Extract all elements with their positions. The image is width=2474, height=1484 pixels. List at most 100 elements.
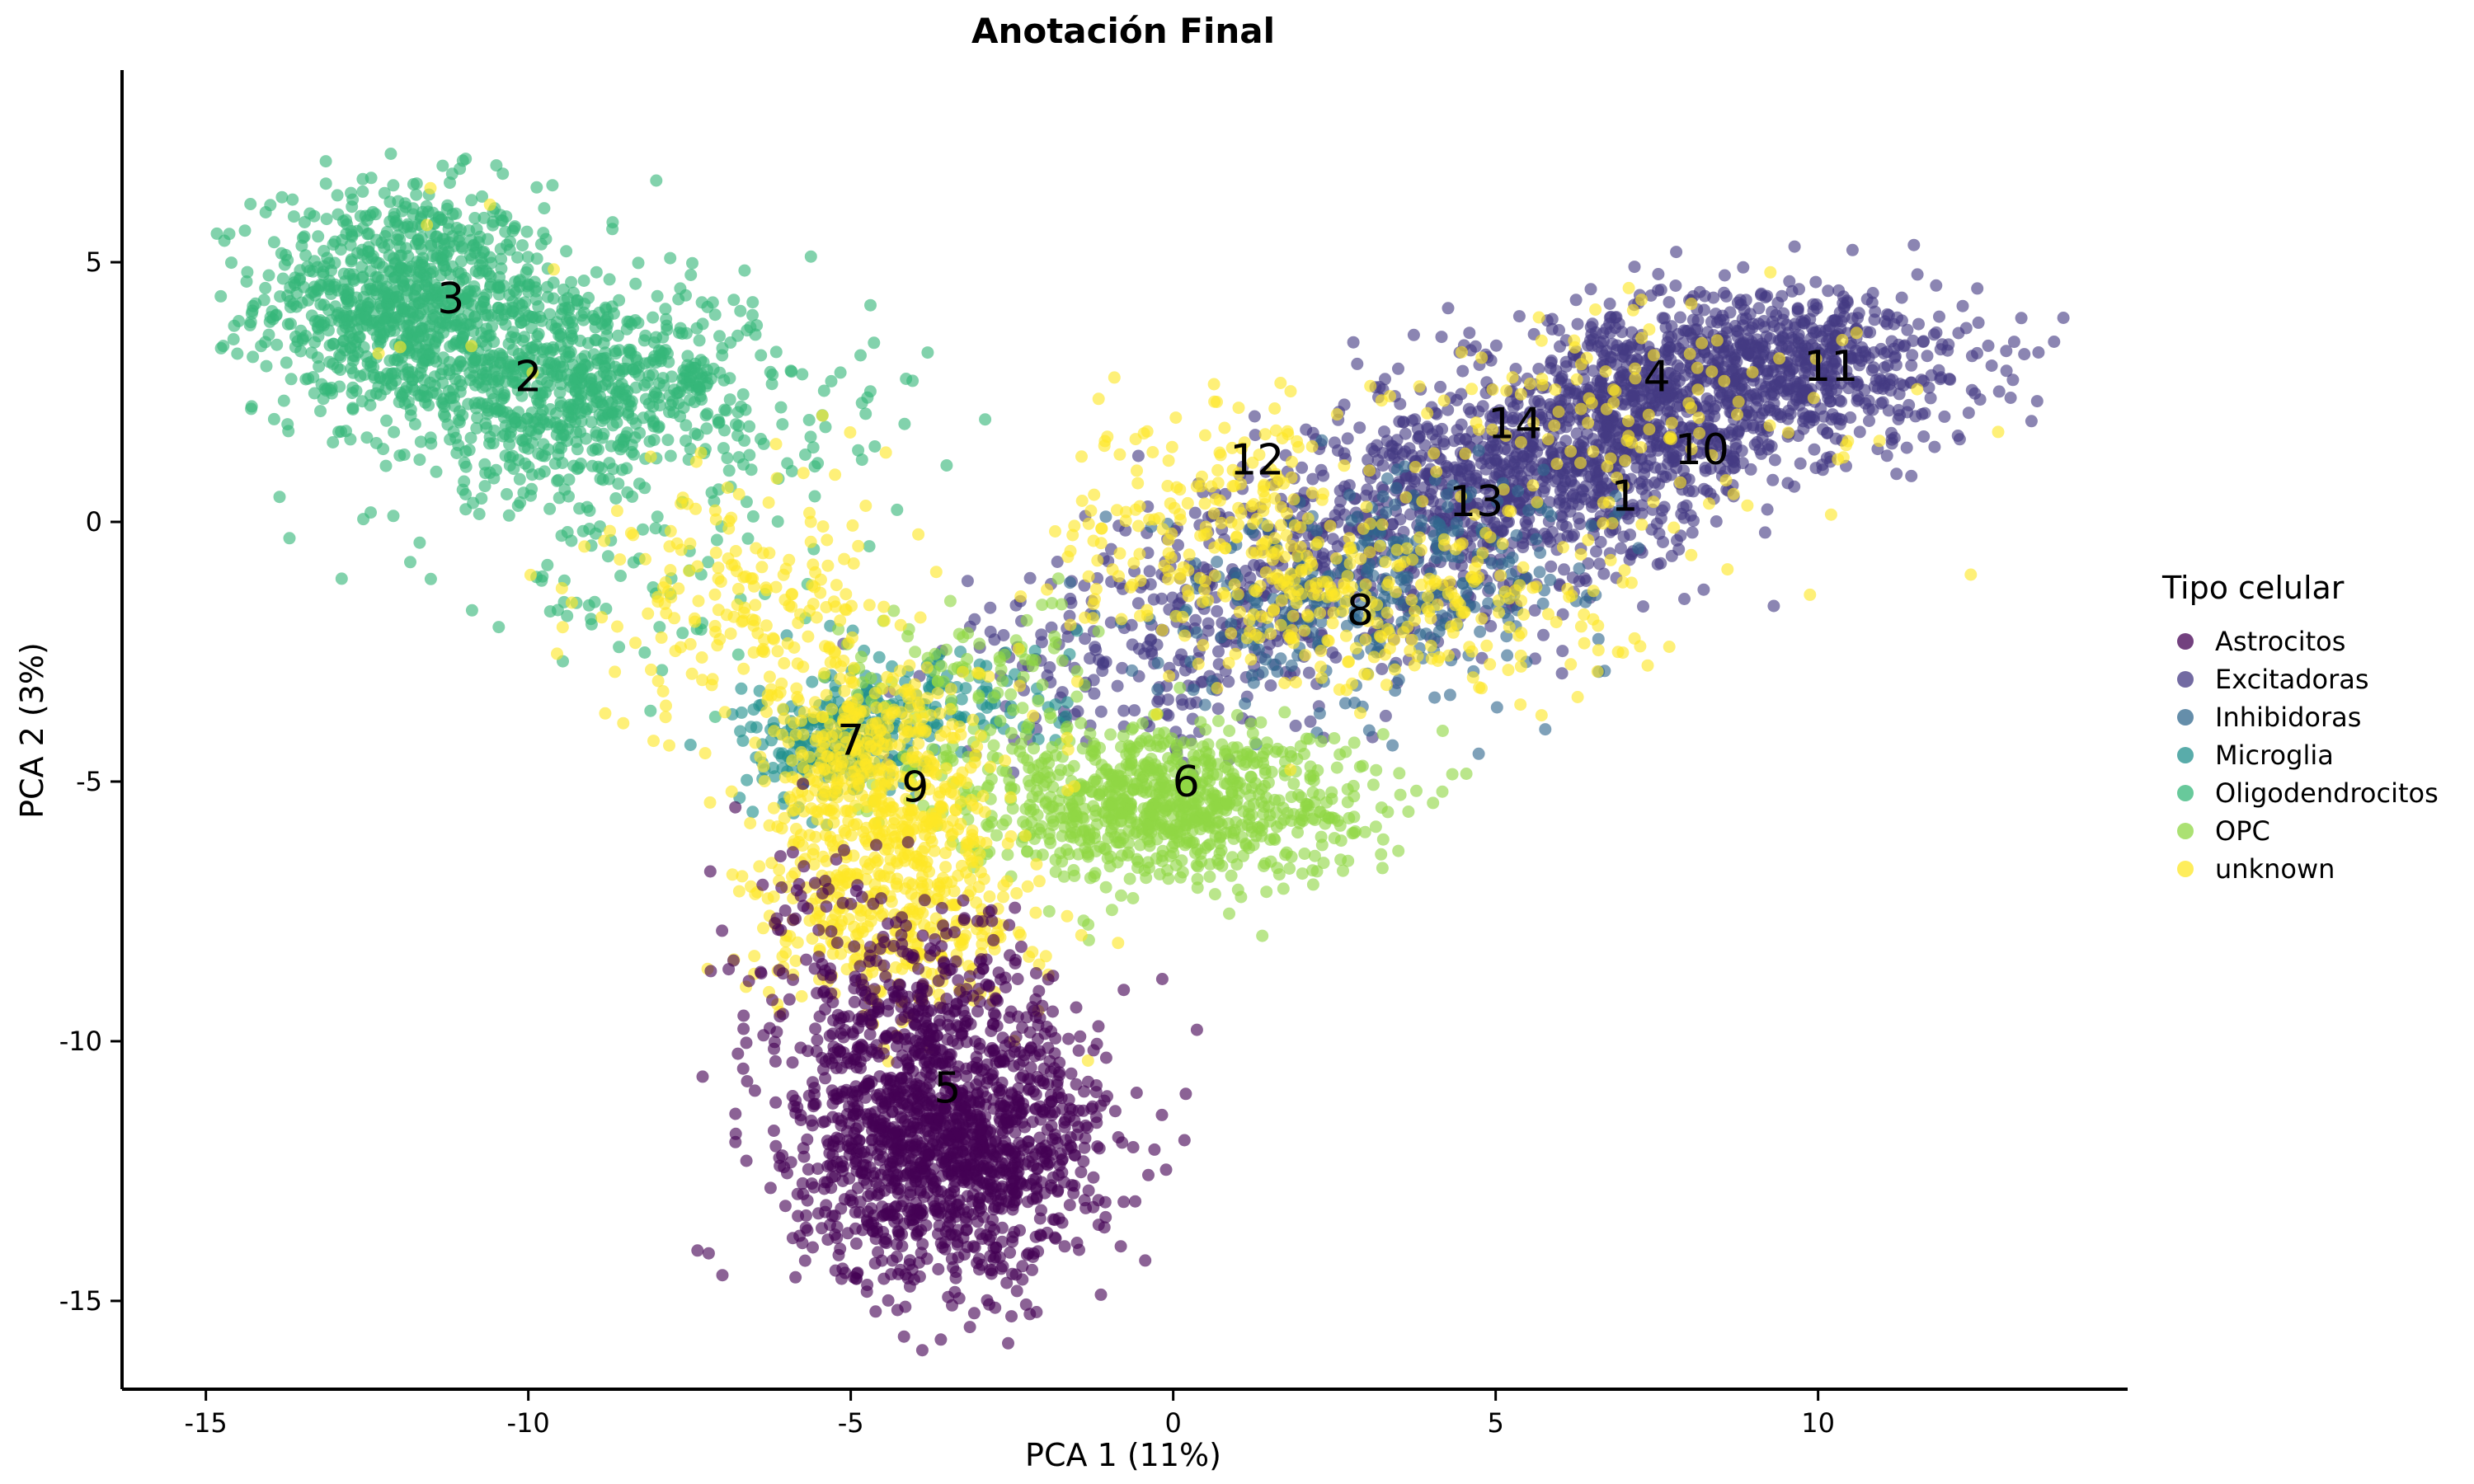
data-point: [1428, 691, 1442, 704]
data-point: [547, 276, 560, 289]
data-point: [1151, 683, 1164, 696]
data-point: [1677, 511, 1691, 524]
data-point: [601, 550, 614, 563]
data-point: [360, 319, 374, 332]
data-point: [345, 255, 358, 268]
data-point: [223, 228, 236, 241]
data-point: [578, 350, 591, 363]
data-point: [476, 397, 489, 411]
data-point: [320, 213, 333, 226]
data-point: [397, 448, 411, 461]
data-point: [684, 269, 698, 281]
data-point: [1925, 369, 1938, 382]
data-point: [1522, 463, 1536, 477]
data-point: [580, 432, 592, 445]
data-point: [1392, 362, 1404, 375]
data-point: [412, 296, 426, 309]
data-point: [825, 374, 838, 387]
data-point: [562, 401, 575, 414]
data-point: [541, 558, 554, 571]
data-point: [499, 318, 512, 331]
data-point: [1211, 605, 1224, 618]
data-point: [538, 465, 551, 478]
data-point: [437, 392, 450, 406]
data-point: [647, 368, 660, 381]
data-point: [852, 444, 865, 457]
data-point: [1503, 556, 1516, 568]
data-point: [364, 399, 377, 411]
data-point: [1853, 425, 1866, 439]
data-point: [281, 289, 294, 303]
data-point: [611, 329, 624, 342]
data-point: [378, 312, 391, 325]
data-point: [1566, 497, 1579, 510]
data-point: [247, 350, 260, 364]
data-point: [1594, 536, 1607, 548]
data-point: [388, 311, 401, 324]
data-point: [1208, 888, 1221, 901]
data-point: [1589, 326, 1602, 339]
data-point: [509, 416, 522, 429]
data-point: [1088, 687, 1101, 700]
data-point: [387, 179, 400, 192]
data-point: [1698, 303, 1710, 317]
data-point: [425, 239, 437, 252]
data-point: [1880, 317, 1893, 331]
data-point: [445, 303, 459, 316]
data-point: [492, 621, 506, 634]
data-point: [513, 472, 526, 486]
data-point: [1593, 557, 1606, 571]
data-point: [708, 495, 721, 508]
data-point: [741, 532, 755, 545]
data-point: [618, 383, 631, 396]
data-point: [804, 250, 817, 263]
data-point: [773, 747, 786, 760]
data-point: [341, 314, 354, 327]
data-point: [1806, 322, 1818, 335]
data-point: [1652, 268, 1665, 280]
data-point: [459, 271, 472, 284]
data-point: [684, 739, 697, 751]
data-point: [1865, 296, 1879, 309]
data-point: [1674, 311, 1686, 324]
data-point: [1258, 653, 1272, 666]
data-point: [1793, 283, 1805, 296]
data-point: [376, 261, 389, 274]
data-point: [1585, 519, 1598, 532]
data-point: [302, 372, 315, 385]
data-point: [501, 355, 515, 369]
data-point: [238, 224, 252, 237]
data-point: [480, 322, 493, 336]
data-point: [1573, 562, 1586, 575]
data-point: [1933, 310, 1945, 323]
data-point: [485, 256, 498, 270]
data-point: [465, 194, 478, 207]
data-point: [1736, 312, 1749, 326]
data-point: [1701, 402, 1714, 416]
data-point: [1670, 246, 1683, 259]
data-point: [633, 360, 645, 373]
data-point: [308, 387, 321, 400]
data-point: [1628, 261, 1641, 274]
data-point: [554, 327, 567, 340]
data-point: [1147, 593, 1160, 606]
data-point: [404, 556, 416, 569]
data-point: [741, 773, 754, 787]
data-point: [1657, 470, 1669, 483]
data-point: [651, 289, 664, 303]
data-point: [1888, 351, 1901, 364]
data-point: [285, 373, 298, 386]
data-point: [817, 384, 830, 397]
data-point: [590, 354, 604, 367]
data-point: [515, 389, 529, 402]
data-point: [328, 280, 341, 294]
data-point: [430, 465, 443, 478]
data-point: [1390, 481, 1403, 495]
data-point: [834, 366, 847, 379]
data-point: [1111, 679, 1124, 693]
data-point: [693, 334, 706, 347]
data-point: [1874, 342, 1888, 355]
data-point: [1956, 299, 1969, 312]
data-point: [532, 300, 545, 313]
data-point: [603, 457, 616, 470]
